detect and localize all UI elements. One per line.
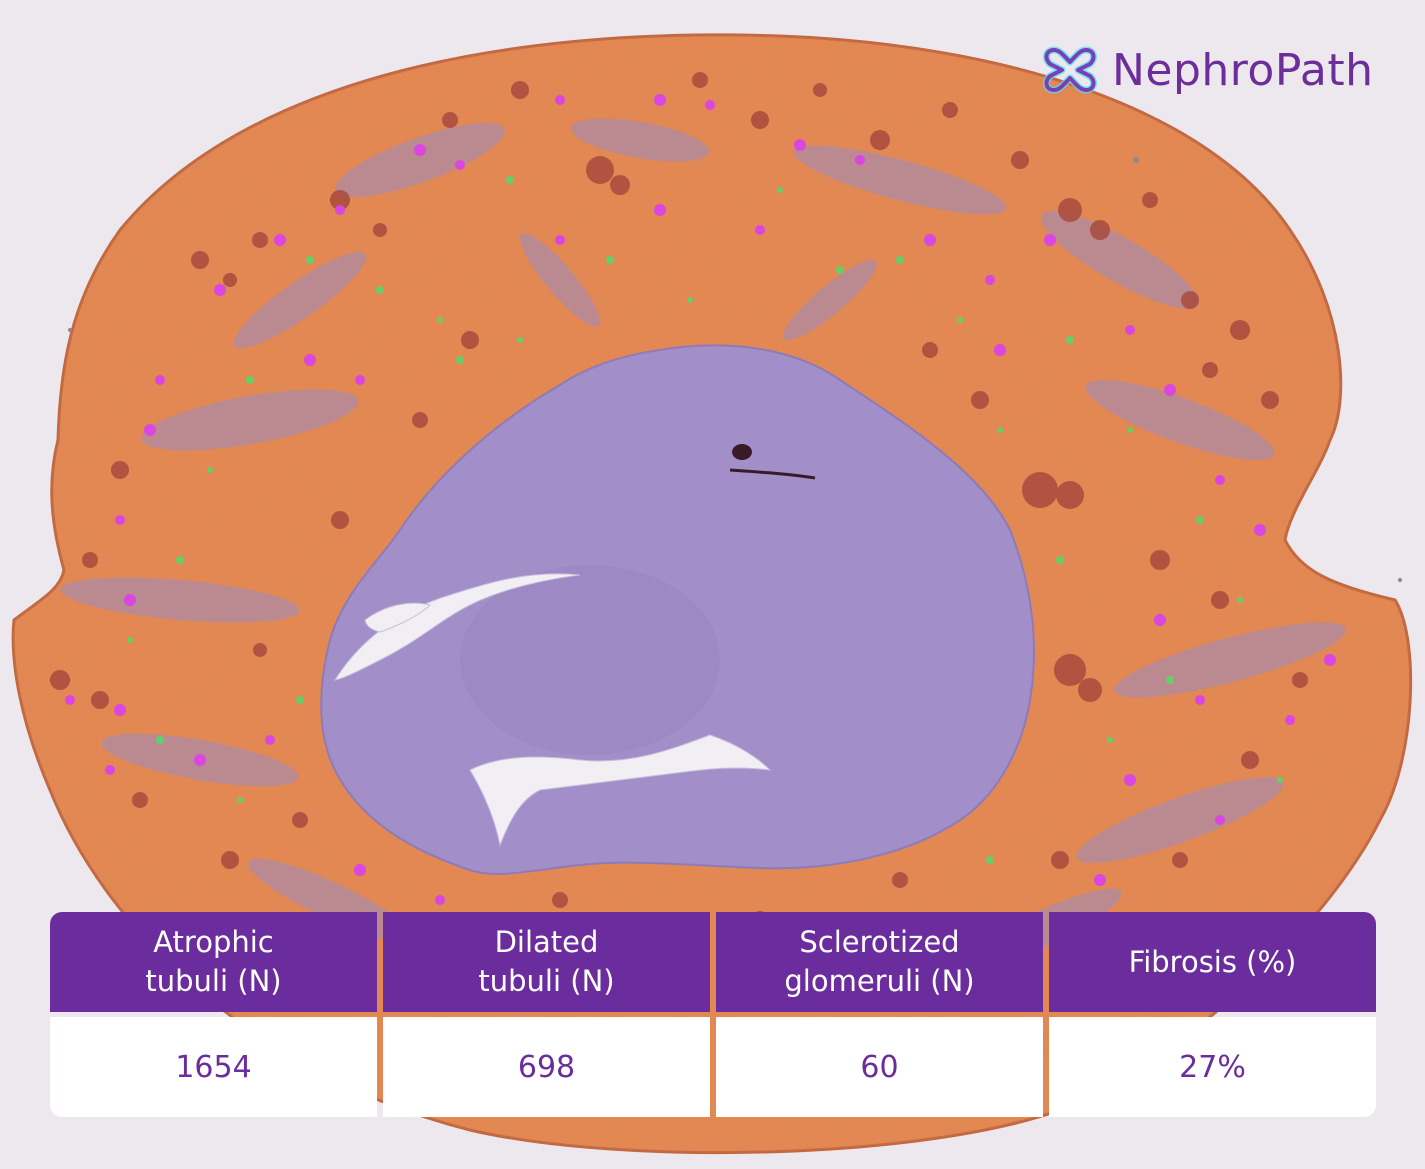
metric-label: Atrophic tubuli (N) — [50, 912, 377, 1012]
metric-label: Sclerotized glomeruli (N) — [716, 912, 1043, 1012]
metric-dilated-tubuli: Dilated tubuli (N) 698 — [383, 912, 710, 1117]
metric-atrophic-tubuli: Atrophic tubuli (N) 1654 — [50, 912, 377, 1117]
metric-label: Dilated tubuli (N) — [383, 912, 710, 1012]
nephropath-logo: NephroPath — [1040, 38, 1374, 102]
metrics-table: Atrophic tubuli (N) 1654 Dilated tubuli … — [50, 912, 1376, 1117]
metric-value: 1654 — [50, 1017, 377, 1117]
sinus-left — [364, 602, 431, 633]
metric-value: 60 — [716, 1017, 1043, 1117]
metric-value: 698 — [383, 1017, 710, 1117]
metric-label: Fibrosis (%) — [1049, 912, 1376, 1012]
medulla-core — [460, 565, 720, 755]
tissue-artifact — [732, 444, 752, 460]
metric-sclerotized-glomeruli: Sclerotized glomeruli (N) 60 — [716, 912, 1043, 1117]
metric-value: 27% — [1049, 1017, 1376, 1117]
brand-name: NephroPath — [1112, 44, 1374, 96]
nephropath-logo-icon — [1043, 46, 1097, 94]
metric-fibrosis: Fibrosis (%) 27% — [1049, 912, 1376, 1117]
sinus-lower — [469, 734, 772, 847]
